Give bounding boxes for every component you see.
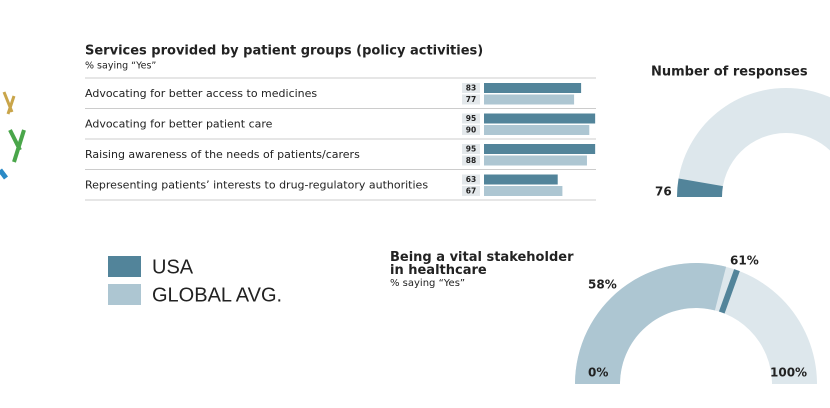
gauge-value-label: 76 [655,185,672,199]
legend-swatch [108,256,141,277]
value-label: 83 [466,84,476,93]
value-label: 67 [466,187,476,196]
gauge-track [677,88,830,197]
value-label-box [462,125,480,135]
value-label-box [462,144,480,154]
bar [484,83,582,93]
value-label: 88 [466,156,476,165]
gauge-marker [718,269,740,314]
value-label-box [462,186,480,196]
bar [484,174,558,185]
row-label: Advocating for better patient care [85,118,273,131]
row-label: Advocating for better access to medicine… [85,87,317,100]
value-label: 95 [466,114,476,123]
tick-label: 0% [588,366,608,380]
gauge-value [575,263,727,384]
legend-label: GLOBAL AVG. [152,284,282,306]
decoration [0,91,26,180]
bar [484,94,575,105]
gauge-subtitle: % saying “Yes” [390,278,466,289]
legend-swatch [108,284,141,305]
value-label: 61% [730,254,759,268]
value-label: 90 [466,126,476,135]
bar [484,155,587,166]
bar [484,113,596,124]
row-label: Representing patients’ interests to drug… [85,179,428,192]
value-label: 58% [588,278,617,292]
bar [484,144,596,154]
gauge-value [677,178,723,197]
row-label: Raising awareness of the needs of patien… [85,148,360,161]
legend-label: USA [152,256,194,278]
value-label-box [462,174,480,185]
value-label-box [462,94,480,105]
gauge-title: Number of responses [651,65,808,80]
bar [484,125,590,135]
value-label: 95 [466,145,476,154]
gauge-title: Being a vital stakeholder in healthcare [390,250,574,278]
value-label-box [462,155,480,166]
chart-subtitle: % saying “Yes” [85,61,156,72]
value-label-box [462,83,480,93]
chart-title: Services provided by patient groups (pol… [85,44,483,59]
bar [484,186,563,196]
value-label: 77 [466,95,476,104]
tick-label: 100% [770,366,807,380]
value-label-box [462,113,480,124]
value-label: 63 [466,175,476,184]
